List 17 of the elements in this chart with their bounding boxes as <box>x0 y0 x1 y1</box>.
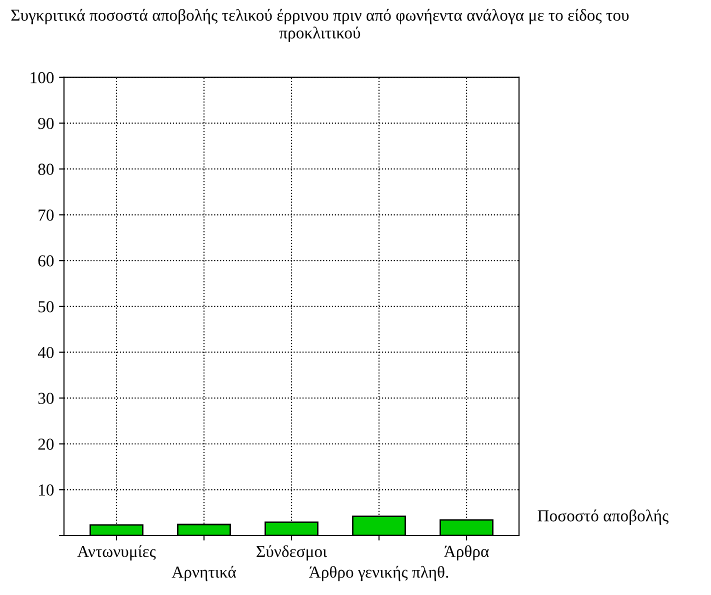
y-tick-label: 30 <box>38 392 54 404</box>
x-tick-label: Σύνδεσμοι <box>256 545 327 561</box>
y-tick-label: 10 <box>39 484 54 496</box>
y-tick-label: 60 <box>38 255 54 267</box>
x-tick-label: Αντωνυμίες <box>77 545 156 561</box>
y-tick-label: 70 <box>38 209 54 221</box>
y-tick-label: 80 <box>38 164 54 175</box>
x-tick-label: Άρθρο γενικής πληθ. <box>309 566 448 582</box>
x-tick-label: Αρνητικά <box>172 566 236 582</box>
y-tick-label: 40 <box>38 346 54 358</box>
y-tick-label: 20 <box>38 438 54 450</box>
y-tick-label: 90 <box>38 118 54 130</box>
chart-title: Συγκριτικά ποσοστά αποβολής τελικού έρρινου πριν από φωνήεντα ανάλογα με το είδος του προκλιτικού <box>11 8 629 42</box>
y-tick-label: 50 <box>38 301 54 312</box>
text: Ποσοστό αποβολής <box>538 510 668 525</box>
y-tick-label: 100 <box>30 72 54 84</box>
x-tick-label: Άρθρα <box>444 545 489 560</box>
